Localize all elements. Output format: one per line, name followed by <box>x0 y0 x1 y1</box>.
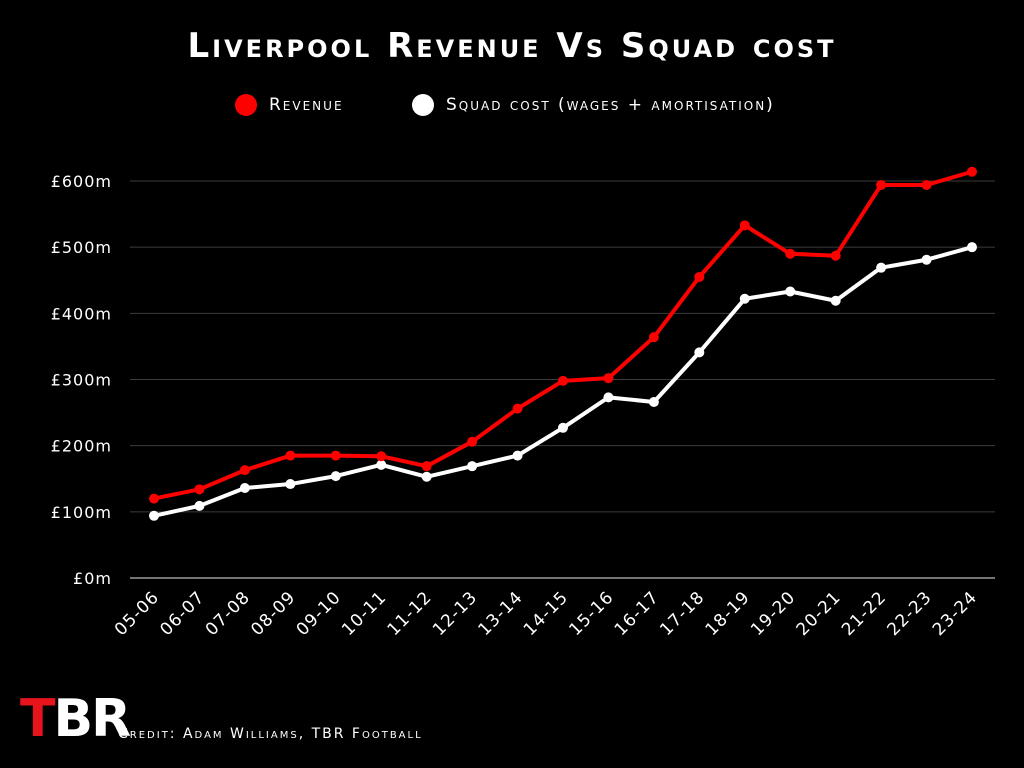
data-point-squad-cost <box>512 450 523 461</box>
data-point-squad-cost <box>739 293 750 304</box>
x-tick-label: 16-17 <box>611 587 664 640</box>
x-tick-label: 23-24 <box>929 587 982 640</box>
data-point-squad-cost <box>876 262 887 273</box>
data-point-revenue <box>603 373 614 384</box>
data-point-squad-cost <box>967 242 977 253</box>
y-tick-label: £600m <box>51 172 112 191</box>
x-tick-label: 22-23 <box>883 587 936 640</box>
data-point-squad-cost <box>239 483 250 494</box>
data-point-revenue <box>558 375 568 386</box>
data-point-revenue <box>785 248 796 259</box>
data-point-revenue <box>921 179 932 190</box>
data-point-squad-cost <box>194 500 205 511</box>
data-point-revenue <box>285 450 296 461</box>
x-tick-label: 07-08 <box>202 587 255 640</box>
x-tick-label: 09-10 <box>293 587 346 640</box>
data-point-revenue <box>648 332 659 343</box>
y-tick-label: £0m <box>73 569 112 588</box>
logo-letter-t: T <box>20 689 56 749</box>
logo-letter-r: R <box>91 689 131 749</box>
data-point-squad-cost <box>421 471 432 482</box>
data-point-squad-cost <box>785 286 796 297</box>
y-tick-label: £400m <box>51 304 112 323</box>
data-point-squad-cost <box>467 461 478 472</box>
legend-item-squad-cost: Squad cost (wages + amortisation) <box>412 94 775 116</box>
data-point-revenue <box>330 450 341 461</box>
data-point-squad-cost <box>330 471 341 482</box>
data-point-revenue <box>239 465 250 476</box>
data-point-squad-cost <box>285 479 296 490</box>
x-tick-label: 18-19 <box>702 587 755 640</box>
data-point-revenue <box>421 461 432 472</box>
legend-item-revenue: Revenue <box>235 94 344 116</box>
data-point-revenue <box>876 179 887 190</box>
data-point-squad-cost <box>648 396 659 407</box>
y-tick-label: £500m <box>51 238 112 257</box>
legend-marker-revenue <box>235 94 257 116</box>
tbr-logo: T B R <box>20 689 131 749</box>
x-tick-label: 20-21 <box>793 587 846 640</box>
data-point-squad-cost <box>376 459 387 470</box>
data-point-squad-cost <box>603 392 614 403</box>
legend-label-squad-cost: Squad cost (wages + amortisation) <box>446 95 775 115</box>
chart-title: Liverpool Revenue Vs Squad cost <box>187 26 837 66</box>
x-tick-label: 10-11 <box>338 587 391 640</box>
x-tick-label: 19-20 <box>747 587 800 640</box>
legend-label-revenue: Revenue <box>269 95 344 115</box>
data-point-squad-cost <box>830 295 841 306</box>
y-tick-label: £300m <box>51 371 112 390</box>
x-tick-label: 08-09 <box>247 587 300 640</box>
data-point-revenue <box>967 166 977 177</box>
data-point-squad-cost <box>921 254 932 265</box>
x-tick-label: 06-07 <box>156 587 209 640</box>
x-tick-label: 14-15 <box>520 587 573 640</box>
series-line-revenue <box>152 169 974 501</box>
x-tick-label: 05-06 <box>111 587 164 640</box>
data-point-squad-cost <box>558 422 568 433</box>
x-tick-label: 13-14 <box>474 587 527 640</box>
logo-letter-b: B <box>53 689 93 749</box>
y-tick-label: £100m <box>51 503 112 522</box>
data-point-revenue <box>376 451 387 462</box>
x-tick-label: 17-18 <box>656 587 709 640</box>
legend-marker-squad-cost <box>412 94 434 116</box>
data-point-revenue <box>694 271 705 282</box>
x-tick-label: 11-12 <box>384 587 437 640</box>
x-tick-label: 12-13 <box>429 587 482 640</box>
data-point-revenue <box>739 220 750 231</box>
y-tick-label: £200m <box>51 437 112 456</box>
data-point-revenue <box>830 250 841 261</box>
x-tick-label: 21-22 <box>838 587 891 640</box>
data-point-revenue <box>512 403 523 414</box>
data-point-revenue <box>467 436 478 447</box>
data-point-revenue <box>149 493 159 504</box>
data-point-squad-cost <box>149 510 159 521</box>
x-tick-label: 15-16 <box>565 587 618 640</box>
data-point-squad-cost <box>694 347 705 358</box>
credit-text: Credit: Adam Williams, TBR Football <box>118 726 423 742</box>
legend: Revenue Squad cost (wages + amortisation… <box>0 94 1024 120</box>
data-point-revenue <box>194 484 205 495</box>
